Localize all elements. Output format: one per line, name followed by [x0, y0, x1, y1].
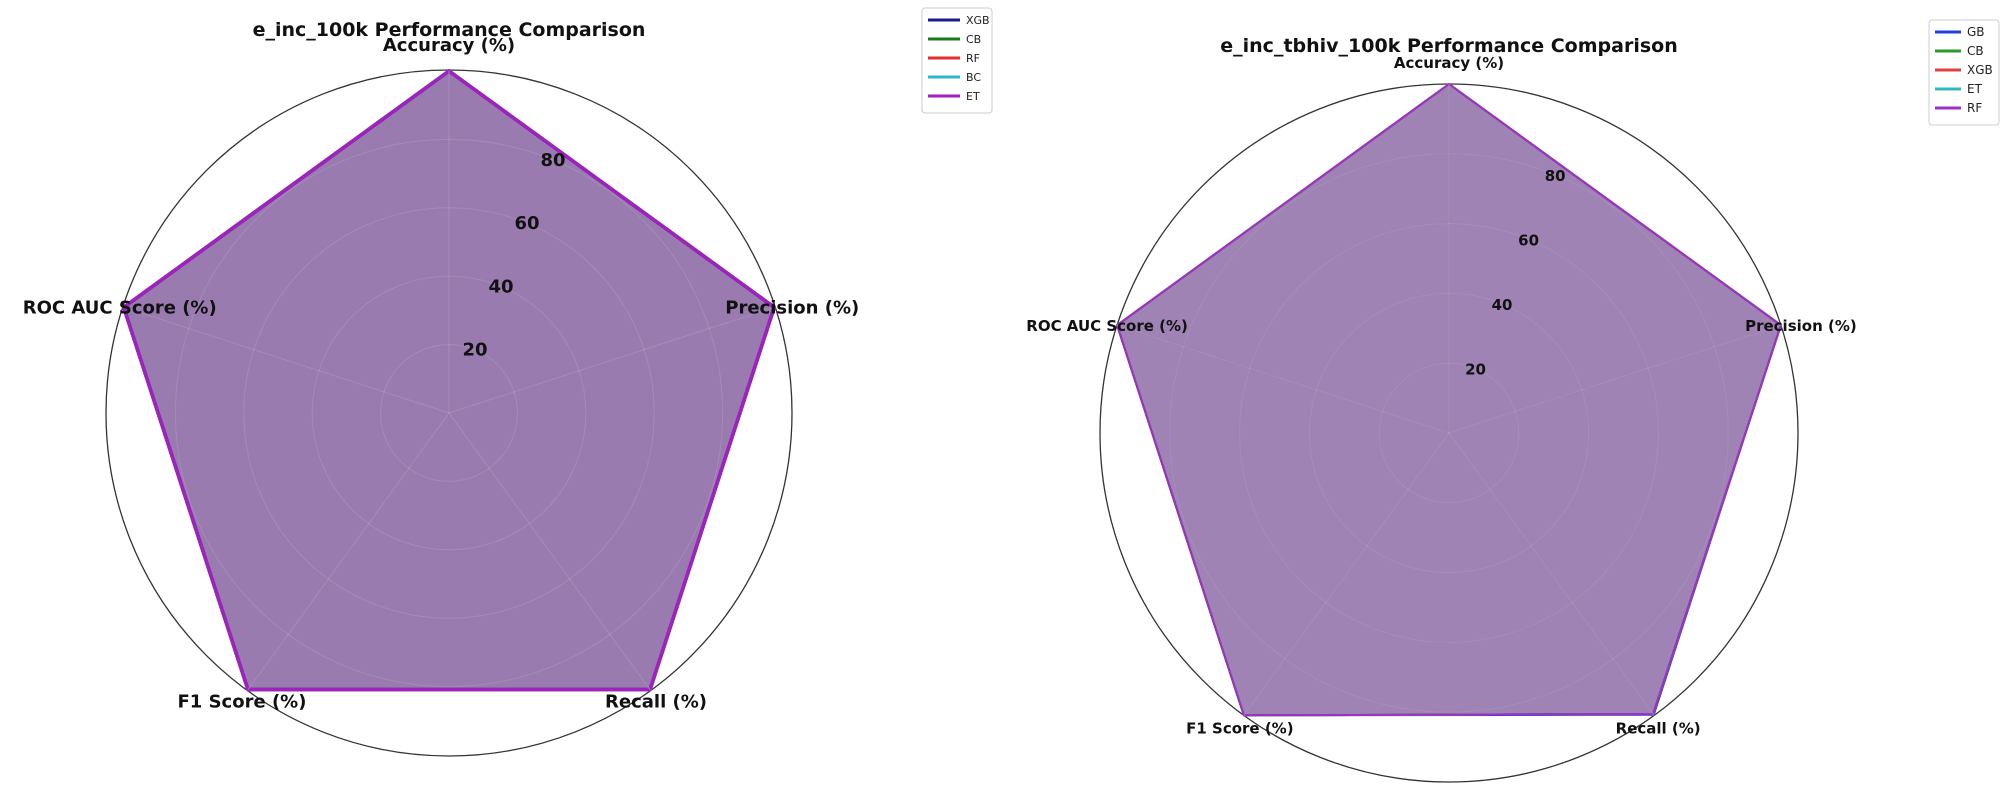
- axis-spoke-overlay: [247, 412, 450, 691]
- axis-label: F1 Score (%): [1186, 719, 1293, 737]
- axis-spoke-overlay: [448, 306, 775, 414]
- legend-label: BC: [966, 71, 981, 84]
- r-tick-label: 20: [462, 340, 487, 361]
- chart-title: e_inc_tbhiv_100k Performance Comparison: [1220, 35, 1677, 57]
- legend: GB CB XGB ET RF: [1928, 19, 2000, 126]
- axis-label: Precision (%): [725, 297, 859, 318]
- legend-label: XGB: [966, 14, 990, 27]
- r-tick-label: 60: [514, 213, 539, 234]
- axis-label: ROC AUC Score (%): [1026, 317, 1188, 335]
- legend-label: RF: [1967, 101, 1982, 115]
- legend-label: RF: [966, 52, 980, 65]
- radar-chart-e-inc-tbhiv-100k: 20 40 60 80 Accuracy (%) Precision (%) Recall …: [1026, 19, 2000, 783]
- legend-label: ET: [966, 90, 980, 103]
- legend-label: ET: [1967, 82, 1983, 96]
- axis-spoke-overlay: [1116, 324, 1450, 434]
- r-tick-label: 40: [488, 276, 513, 297]
- legend-label: XGB: [1967, 63, 1993, 77]
- r-tick-label: 60: [1518, 231, 1539, 249]
- r-tick-label: 80: [540, 150, 565, 171]
- axis-spoke-overlay: [448, 412, 651, 691]
- r-tick-label: 40: [1492, 296, 1513, 314]
- legend-box: [1928, 19, 2000, 126]
- legend-box: [921, 7, 993, 114]
- axis-label: Precision (%): [1745, 317, 1857, 335]
- r-tick-label: 20: [1465, 360, 1486, 378]
- legend-label: CB: [1967, 44, 1984, 58]
- axis-label: F1 Score (%): [178, 692, 307, 713]
- axis-label: ROC AUC Score (%): [23, 297, 217, 318]
- axis-label: Accuracy (%): [1394, 54, 1504, 72]
- r-tick-label: 80: [1545, 167, 1566, 185]
- axis-label: Recall (%): [1616, 719, 1701, 737]
- legend-label: GB: [1967, 25, 1985, 39]
- legend: XGB CB RF BC ET: [921, 7, 993, 114]
- chart-title: e_inc_100k Performance Comparison: [253, 19, 646, 41]
- axis-spoke-overlay: [1243, 432, 1450, 716]
- radar-chart-e-inc-100k: 20 40 60 80 Accuracy (%) Precision (%) Recall …: [23, 7, 993, 757]
- axis-label: Accuracy (%): [383, 35, 515, 56]
- axis-label: Recall (%): [605, 692, 707, 713]
- legend-label: CB: [966, 33, 981, 46]
- axis-spoke-overlay: [123, 306, 450, 414]
- axis-spoke-overlay: [1448, 432, 1655, 716]
- axis-spoke-overlay: [1448, 324, 1782, 434]
